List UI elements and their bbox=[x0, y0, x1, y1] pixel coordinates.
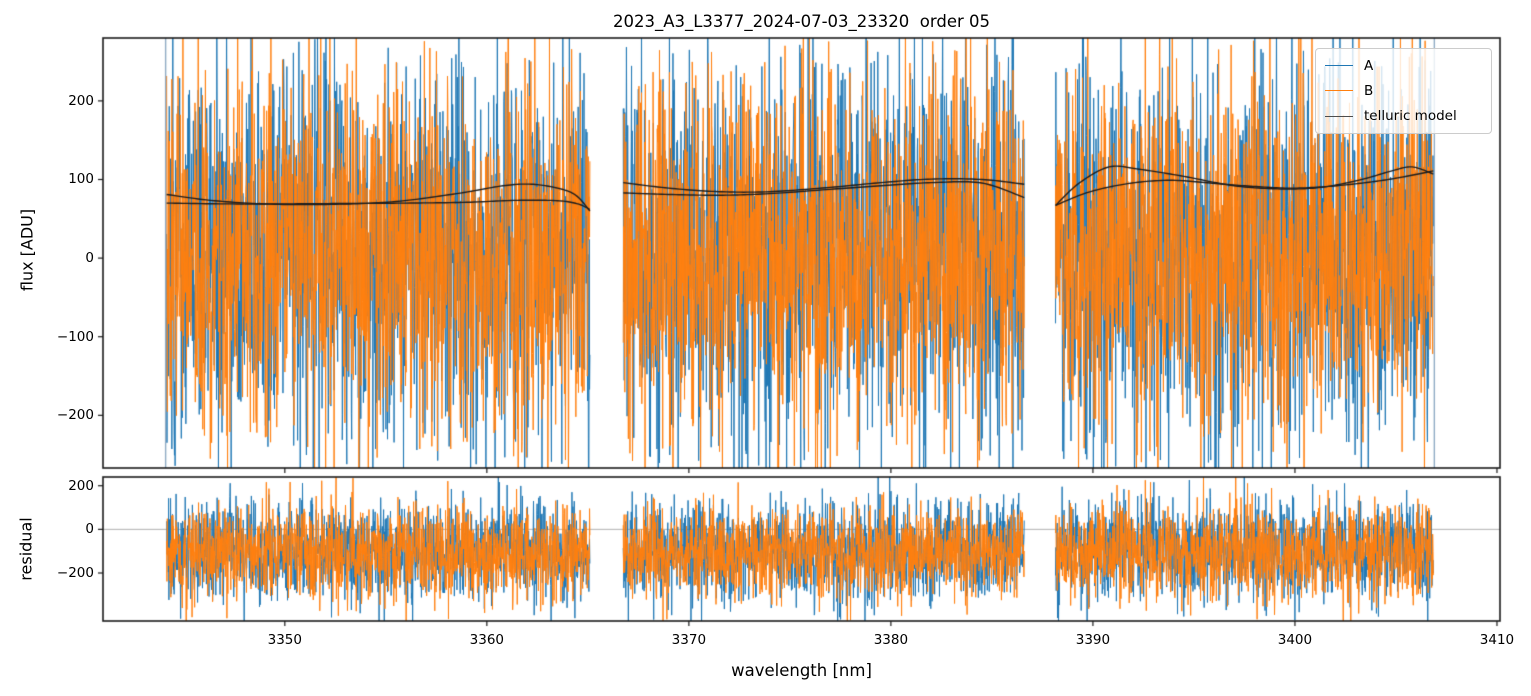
legend-item-a: A bbox=[1325, 56, 1491, 76]
legend-item-b: B bbox=[1325, 81, 1491, 101]
legend-label-telluric-model: telluric model bbox=[1364, 108, 1457, 125]
residual-y-axis-label: residual bbox=[16, 517, 36, 581]
x-tick-label: 3410 bbox=[1479, 632, 1515, 648]
flux-y-tick-label: −200 bbox=[56, 407, 94, 424]
flux-y-tick-label: −100 bbox=[56, 328, 94, 345]
legend-line-sample-b bbox=[1325, 90, 1353, 92]
legend-item-telluric-model: telluric model bbox=[1325, 106, 1491, 126]
chart-title: 2023_A3_L3377_2024-07-03_23320 order 05 bbox=[612, 12, 991, 31]
x-tick-label: 3350 bbox=[267, 632, 302, 648]
x-tick-label: 3380 bbox=[873, 632, 909, 648]
flux-y-tick-label: 100 bbox=[68, 171, 94, 188]
residual-y-tick-label: 0 bbox=[85, 521, 94, 538]
legend-line-sample-a bbox=[1325, 65, 1353, 67]
x-tick-label: 3400 bbox=[1277, 632, 1313, 648]
residual-y-tick-label: 200 bbox=[68, 477, 94, 494]
flux-y-tick-label: 200 bbox=[68, 92, 94, 109]
legend-label-a: A bbox=[1364, 57, 1374, 74]
x-axis-label: wavelength [nm] bbox=[731, 661, 872, 680]
legend-label-b: B bbox=[1364, 82, 1374, 99]
x-tick-label: 3360 bbox=[469, 632, 505, 648]
legend: A B telluric model bbox=[1315, 48, 1492, 134]
flux-y-axis-label: flux [ADU] bbox=[17, 208, 37, 292]
residual-y-tick-label: −200 bbox=[56, 565, 94, 581]
x-tick-label: 3390 bbox=[1075, 632, 1111, 648]
flux-y-tick-label: 0 bbox=[85, 250, 94, 267]
legend-line-sample-telluric-model bbox=[1325, 115, 1353, 117]
x-tick-label: 3370 bbox=[671, 632, 707, 648]
